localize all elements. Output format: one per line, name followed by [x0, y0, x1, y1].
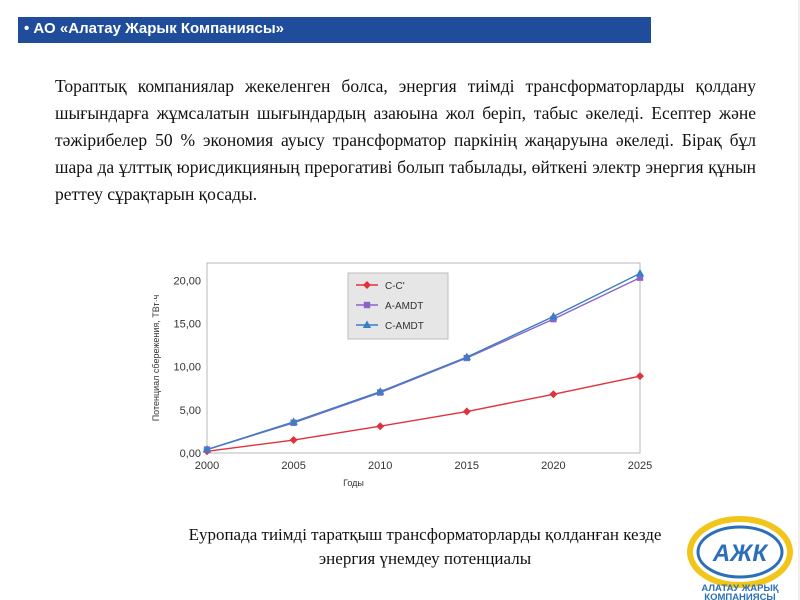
page-edge — [798, 0, 800, 600]
logo-letters: АЖК — [712, 540, 770, 567]
chart-labels: 0,00 5,00 10,00 15,00 20,00 2000 2005 2010 2015 2… — [151, 275, 652, 488]
legend-label: C-C' — [385, 281, 405, 292]
data-point-marker — [376, 387, 385, 395]
x-tick-label: 2025 — [628, 460, 652, 472]
series-line-0 — [206, 375, 641, 452]
chart-caption: Еуропада тиімді таратқыш трансформаторла… — [100, 523, 750, 571]
chart-legend: C-C' A-AMDT C-AMDT — [347, 272, 449, 340]
x-tick-label: 2005 — [281, 460, 305, 472]
caption-line-2: энергия үнемдеу потенциалы — [318, 549, 532, 568]
logo-text-line-1: АЛАТАУ ЖАРЫҚ — [701, 583, 778, 594]
x-tick-label: 2010 — [368, 460, 392, 472]
y-tick-label: 20,00 — [173, 275, 201, 287]
header-title: • АО «Алатау Жарык Компаниясы» — [24, 20, 285, 37]
data-point-marker — [636, 274, 644, 281]
data-point-marker — [462, 407, 471, 416]
body-paragraph: Тораптық компаниялар жекеленген болса, э… — [55, 76, 756, 204]
y-tick-label: 15,00 — [173, 318, 201, 330]
legend-label: C-AMDT — [385, 321, 424, 332]
data-point-marker — [635, 268, 645, 277]
data-point-marker — [462, 352, 471, 361]
caption-line-1: Еуропада тиімді таратқыш трансформаторла… — [188, 525, 662, 544]
data-point-marker — [363, 281, 371, 289]
series-line-2 — [206, 272, 641, 451]
y-tick-label: 0,00 — [180, 448, 201, 460]
data-point-marker — [636, 372, 644, 381]
logo-inner-ring — [696, 525, 784, 579]
data-point-marker — [202, 445, 212, 453]
x-tick-label: 2020 — [541, 460, 565, 472]
x-axis-label: Годы — [343, 478, 364, 488]
data-point-marker — [363, 301, 371, 309]
data-point-marker — [289, 436, 298, 445]
logo-text-line-2: КОМПАНИЯСЫ — [704, 592, 775, 600]
x-tick-label: 2015 — [455, 460, 479, 472]
y-axis-label: Потенциал сбережения, ТВт·ч — [151, 294, 161, 421]
y-tick-label: 5,00 — [180, 405, 201, 417]
legend-label: A-AMDT — [385, 301, 423, 312]
data-point-marker — [549, 390, 558, 399]
data-point-marker — [289, 417, 298, 425]
chart-series — [202, 268, 645, 456]
data-point-marker — [362, 320, 372, 328]
y-tick-label: 10,00 — [173, 362, 201, 374]
header-bar: • АО «Алатау Жарык Компаниясы» — [18, 17, 651, 43]
data-point-marker — [549, 312, 558, 320]
data-point-marker — [376, 422, 385, 431]
company-logo: АЖК АЛАТАУ ЖАРЫҚ КОМПАНИЯСЫ — [687, 516, 793, 600]
savings-chart: C-C' A-AMDT C-AMDT 0,00 5,00 10,00 15,00 20,00… — [151, 262, 652, 488]
x-tick-label: 2000 — [195, 460, 219, 472]
